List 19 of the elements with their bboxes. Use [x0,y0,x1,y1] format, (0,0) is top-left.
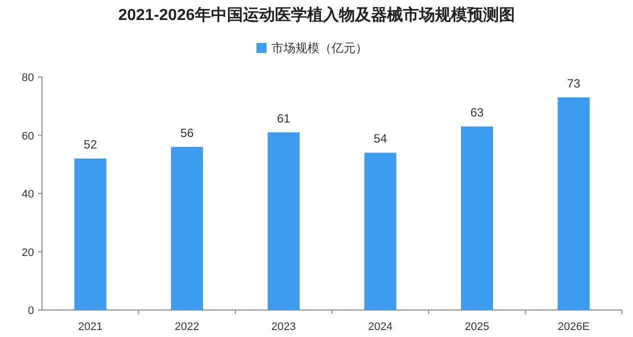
x-tick: 2022 [174,321,200,333]
x-tick: 2025 [464,321,490,333]
y-tick: 80 [22,72,34,84]
data-label: 73 [566,76,580,90]
y-tick: 0 [28,305,34,317]
data-label: 63 [470,106,484,120]
data-label: 56 [180,126,194,140]
data-label: 61 [276,111,290,126]
x-tick: 2021 [78,321,103,333]
y-tick: 20 [22,246,34,259]
x-tick: 2023 [271,321,296,333]
x-tick: 2024 [368,321,393,333]
data-label: 54 [374,132,388,146]
x-tick: 2026E [558,321,590,333]
data-label: 52 [84,138,98,152]
title: 2021-2026年中国运动医学植入物及器械市场规模预测图 [118,7,515,24]
y-tick: 60 [22,130,34,142]
legend-label: 市场规模（亿元） [272,41,368,55]
y-tick: 40 [22,188,34,200]
